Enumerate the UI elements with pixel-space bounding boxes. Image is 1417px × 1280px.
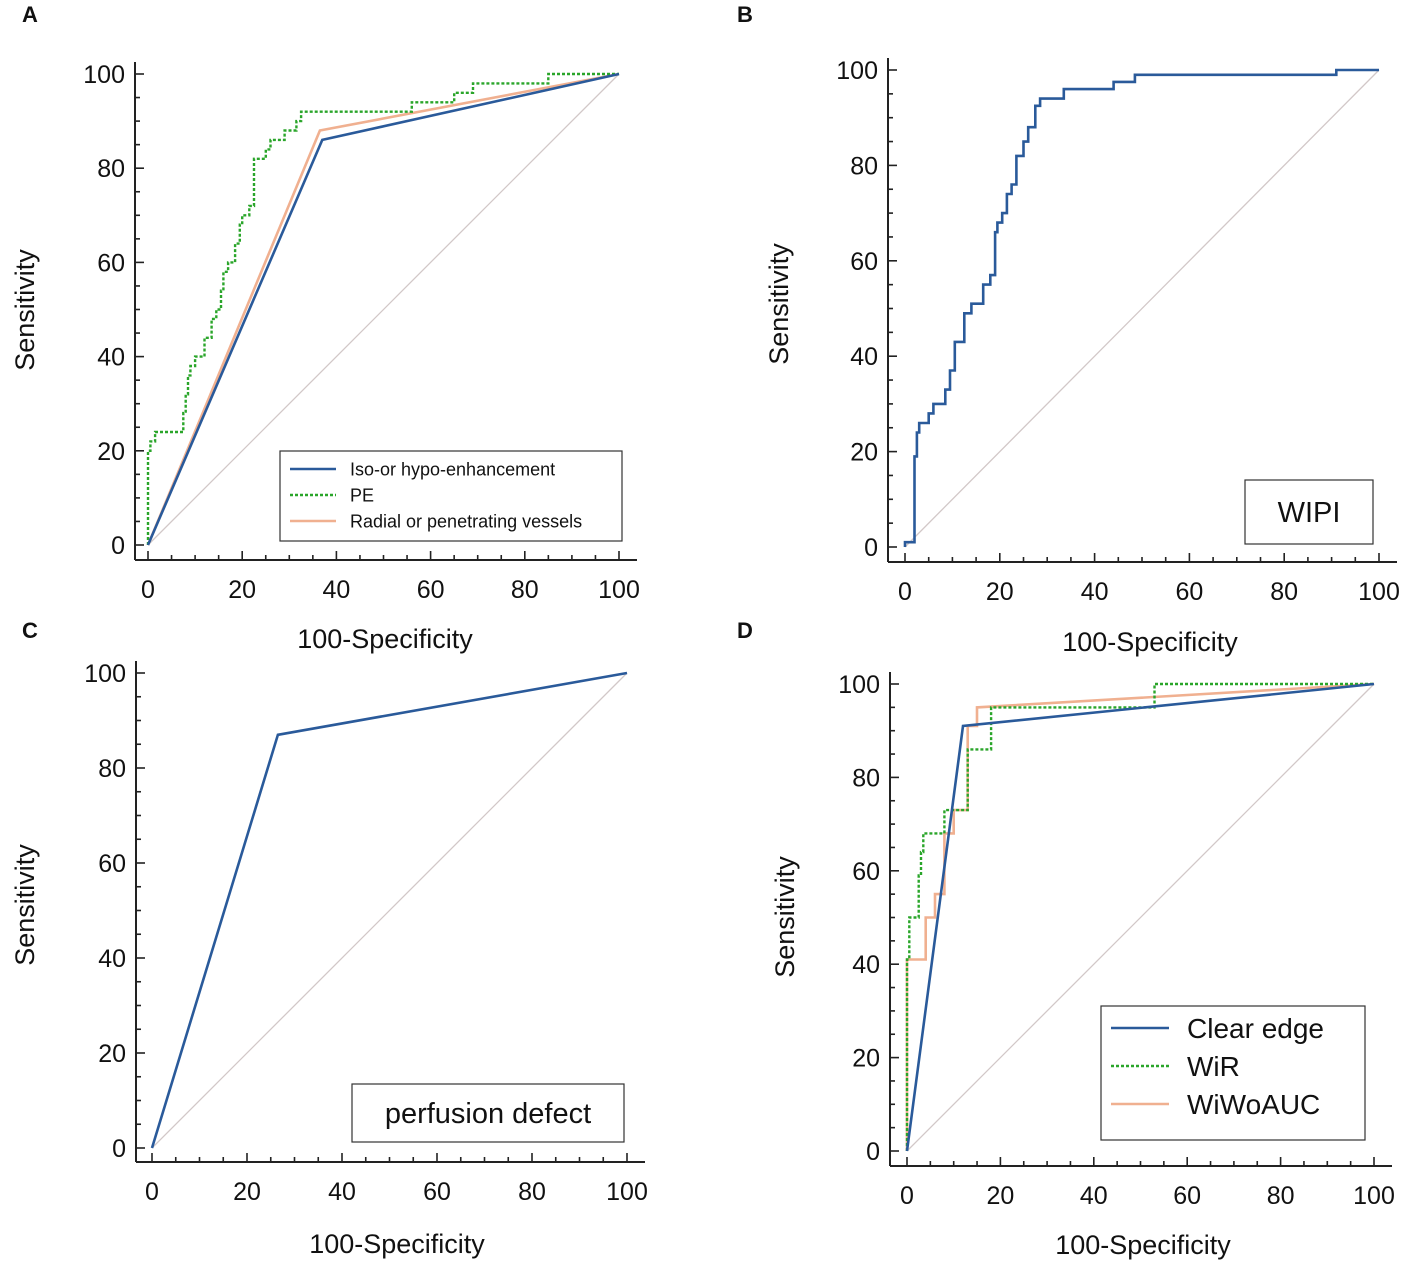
y-tick-label: 80 bbox=[97, 155, 125, 183]
x-tick-label: 20 bbox=[986, 578, 1014, 606]
y-tick-label: 20 bbox=[850, 439, 878, 467]
roc-curve-wir bbox=[905, 682, 1374, 1151]
x-tick-label: 40 bbox=[328, 1178, 356, 1206]
x-tick-label: 100 bbox=[1353, 1182, 1395, 1210]
reference-diagonal bbox=[904, 69, 1380, 548]
y-tick-label: 0 bbox=[866, 1138, 880, 1166]
panel-a: A 0 20 40 60 80 100 0 20 40 60 80 100 100-Specificity… bbox=[10, 2, 640, 654]
ticks bbox=[135, 73, 620, 560]
x-tick-label: 0 bbox=[141, 576, 155, 604]
x-tick-label: 20 bbox=[986, 1182, 1014, 1210]
panel-letter: C bbox=[22, 618, 38, 643]
roc-curve-wipi bbox=[903, 68, 1379, 547]
x-tick-label: 100 bbox=[606, 1178, 648, 1206]
roc-curve-clear-edge bbox=[905, 682, 1375, 1152]
y-tick-label: 60 bbox=[98, 850, 126, 878]
reference-diagonal bbox=[151, 672, 628, 1149]
panel-d: D 0 20 40 60 80 100 0 20 40 60 80 100 100-Specificity… bbox=[737, 618, 1395, 1260]
legend-label: perfusion defect bbox=[385, 1098, 591, 1130]
x-tick-label: 100 bbox=[598, 576, 640, 604]
x-tick-label: 20 bbox=[233, 1178, 261, 1206]
y-tick-label: 80 bbox=[98, 755, 126, 783]
legend-entry: WiR bbox=[1187, 1051, 1240, 1082]
legend-entry: WiWoAUC bbox=[1187, 1089, 1320, 1120]
legend-entry: PE bbox=[350, 485, 374, 505]
legend-entry: Clear edge bbox=[1187, 1013, 1324, 1044]
panel-c: C 0 20 40 60 80 100 0 20 40 60 80 100 100-Specificity… bbox=[10, 618, 648, 1259]
x-tick-label: 60 bbox=[1175, 578, 1203, 606]
y-tick-label: 40 bbox=[97, 344, 125, 372]
roc-curves bbox=[903, 68, 1379, 547]
y-tick-label: 100 bbox=[83, 61, 125, 89]
x-axis-title: 100-Specificity bbox=[297, 624, 473, 654]
x-tick-label: 100 bbox=[1358, 578, 1400, 606]
x-tick-label: 60 bbox=[417, 576, 445, 604]
roc-curve-perfusion-defect bbox=[150, 671, 628, 1149]
y-tick-label: 40 bbox=[850, 343, 878, 371]
x-axis-title: 100-Specificity bbox=[1055, 1230, 1231, 1260]
x-tick-label: 60 bbox=[1173, 1182, 1201, 1210]
x-axis-title: 100-Specificity bbox=[1062, 627, 1238, 657]
reference-diagonal bbox=[906, 683, 1375, 1152]
y-axis-title: Sensitivity bbox=[770, 856, 800, 978]
y-tick-label: 0 bbox=[864, 534, 878, 562]
legend: Clear edge WiR WiWoAUC bbox=[1100, 1005, 1366, 1141]
x-tick-label: 40 bbox=[1081, 578, 1109, 606]
y-tick-label: 0 bbox=[111, 532, 125, 560]
y-axis-title: Sensitivity bbox=[10, 249, 40, 371]
ticks bbox=[136, 672, 628, 1162]
x-tick-label: 60 bbox=[423, 1178, 451, 1206]
x-tick-label: 80 bbox=[518, 1178, 546, 1206]
y-tick-label: 100 bbox=[836, 57, 878, 85]
legend: WIPI bbox=[1244, 479, 1374, 545]
roc-curve-pe bbox=[146, 72, 619, 545]
x-tick-label: 0 bbox=[145, 1178, 159, 1206]
y-axis-title: Sensitivity bbox=[764, 243, 794, 365]
legend-box bbox=[351, 1083, 625, 1143]
roc-curve-radial-or-penetrating-vessels bbox=[146, 72, 620, 546]
y-tick-label: 80 bbox=[852, 764, 880, 792]
y-tick-label: 100 bbox=[838, 671, 880, 699]
x-tick-label: 40 bbox=[322, 576, 350, 604]
y-tick-label: 60 bbox=[97, 249, 125, 277]
legend-entry: Radial or penetrating vessels bbox=[350, 511, 582, 531]
legend-box bbox=[279, 450, 623, 542]
x-axis-title: 100-Specificity bbox=[309, 1229, 485, 1259]
x-tick-label: 80 bbox=[1270, 578, 1298, 606]
legend-entry: Iso-or hypo-enhancement bbox=[350, 459, 555, 479]
y-tick-label: 0 bbox=[112, 1135, 126, 1163]
y-tick-label: 80 bbox=[850, 152, 878, 180]
x-tick-label: 80 bbox=[511, 576, 539, 604]
panel-letter: D bbox=[737, 618, 753, 643]
panel-b: B 0 20 40 60 80 100 0 20 40 60 80 100 100-Specificity… bbox=[737, 2, 1400, 657]
roc-curve-iso-or-hypo-enhancement bbox=[146, 72, 620, 546]
ticks bbox=[888, 69, 1380, 562]
x-tick-label: 20 bbox=[228, 576, 256, 604]
x-tick-label: 0 bbox=[898, 578, 912, 606]
y-tick-label: 40 bbox=[852, 951, 880, 979]
ticks bbox=[890, 683, 1375, 1166]
reference-diagonal bbox=[147, 73, 620, 546]
panel-letter: B bbox=[737, 2, 753, 27]
y-tick-label: 20 bbox=[98, 1040, 126, 1068]
legend: Iso-or hypo-enhancement PE Radial or penet… bbox=[279, 450, 623, 542]
y-tick-label: 60 bbox=[852, 858, 880, 886]
x-tick-label: 40 bbox=[1080, 1182, 1108, 1210]
y-tick-label: 40 bbox=[98, 945, 126, 973]
roc-curves bbox=[905, 682, 1375, 1152]
y-tick-label: 20 bbox=[852, 1045, 880, 1073]
legend: perfusion defect bbox=[351, 1083, 625, 1143]
panel-letter: A bbox=[22, 2, 38, 27]
x-tick-label: 0 bbox=[900, 1182, 914, 1210]
roc-curves bbox=[150, 671, 628, 1149]
x-tick-label: 80 bbox=[1267, 1182, 1295, 1210]
roc-curves bbox=[146, 72, 620, 546]
legend-label: WIPI bbox=[1278, 497, 1341, 529]
y-tick-label: 100 bbox=[84, 660, 126, 688]
legend-box bbox=[1244, 479, 1374, 545]
y-tick-label: 60 bbox=[850, 248, 878, 276]
y-tick-label: 20 bbox=[97, 438, 125, 466]
y-axis-title: Sensitivity bbox=[10, 844, 40, 966]
